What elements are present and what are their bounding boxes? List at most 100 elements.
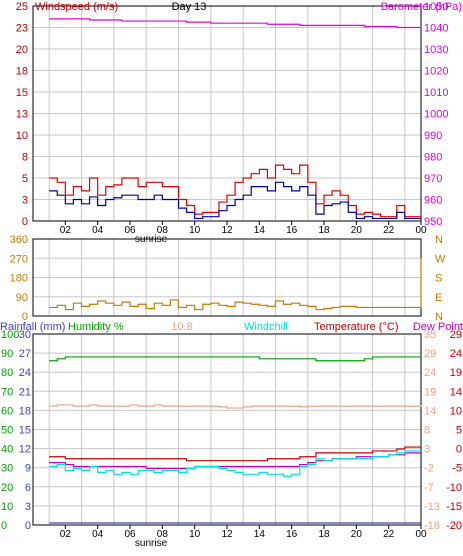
panel1-xtick-label: 04 <box>92 225 104 236</box>
temp-tick-label: 8 <box>424 425 430 437</box>
panel1-xtick-label: 06 <box>124 225 136 236</box>
windchill-series-line <box>49 450 421 477</box>
barometer-tick-label: 960 <box>424 195 442 207</box>
humidity-tick-label: 80 <box>1 367 13 379</box>
compass-tick-label: E <box>435 292 442 304</box>
rainfall-tick-label: 12 <box>19 444 31 456</box>
panel1-xtick-label: 12 <box>221 225 233 236</box>
barometer-tick-label: 1020 <box>424 66 448 78</box>
dewpoint-series-line <box>49 452 421 470</box>
barometer-axis-title: Barometer (hPa) <box>381 1 462 13</box>
temp-tick-label: 24 <box>424 367 436 379</box>
direction-series-line <box>49 258 422 311</box>
direction-tick-label: 360 <box>10 234 28 246</box>
temp-alt-tick-label: -15 <box>446 501 462 513</box>
windspeed-tick-label: 23 <box>16 23 28 35</box>
temp-alt-tick-label: 0 <box>456 444 462 456</box>
humidity-tick-label: 40 <box>1 444 13 456</box>
temp-tick-label: -13 <box>424 501 440 513</box>
temp-alt-tick-label: -10 <box>446 482 462 494</box>
barometer-tick-label: 950 <box>424 216 442 228</box>
panel1-xtick-label: 22 <box>383 225 395 236</box>
windspeed-tick-label: 3 <box>22 195 28 207</box>
humidity-tick-label: 60 <box>1 405 13 417</box>
humidity-tick-label: 30 <box>1 463 13 475</box>
windspeed-tick-label: 10 <box>16 130 28 142</box>
humidity-tick-label: 0 <box>1 520 7 532</box>
temperature-legend-label: Temperature (°C) <box>314 321 398 333</box>
windspeed-tick-label: 18 <box>16 66 28 78</box>
barometer-tick-label: 980 <box>424 152 442 164</box>
windspeed-tick-label: 15 <box>16 87 28 99</box>
compass-tick-label: N <box>435 311 443 323</box>
humidity-tick-label: 50 <box>1 425 13 437</box>
compass-tick-label: N <box>435 234 443 246</box>
gust-series-line <box>49 164 421 218</box>
compass-tick-label: W <box>435 253 446 265</box>
rainfall-tick-label: 9 <box>25 463 31 475</box>
rainfall-tick-label: 18 <box>19 405 31 417</box>
panel1-xtick-label: 14 <box>254 225 266 236</box>
panel1-xtick-label: 16 <box>286 225 298 236</box>
rainfall-tick-label: 30 <box>19 329 31 341</box>
temp-tick-label: 19 <box>424 386 436 398</box>
temp-alt-tick-label: -5 <box>452 463 462 475</box>
panel3-xtick-label: 18 <box>318 529 330 540</box>
windspeed-tick-label: 0 <box>22 216 28 228</box>
windspeed-tick-label: 8 <box>22 152 28 164</box>
temp-tick-label: -2 <box>424 463 434 475</box>
temp-tick-label: -18 <box>424 520 440 532</box>
panel1-xtick-label: 08 <box>157 225 169 236</box>
windspeed-tick-label: 20 <box>16 44 28 56</box>
temp-tick-label: -7 <box>424 482 434 494</box>
barometer-tick-label: 1030 <box>424 44 448 56</box>
humidity-tick-label: 100 <box>1 329 19 341</box>
humidity-legend-label: Humidity % <box>68 321 124 333</box>
temp-tick-label: 35 <box>424 329 436 341</box>
sunrise-label-bottom: sunrise <box>135 538 168 549</box>
panel1-xtick-label: 10 <box>189 225 201 236</box>
windspeed-tick-label: 5 <box>22 173 28 185</box>
rainfall-tick-label: 15 <box>19 425 31 437</box>
humidity-series-line <box>49 356 421 362</box>
panel1-xtick-label: 00 <box>415 225 427 236</box>
barometer-tick-label: 970 <box>424 173 442 185</box>
direction-tick-label: 180 <box>10 273 28 285</box>
current-temp-series-line <box>49 404 422 409</box>
current-temp-legend-label: 10.8 <box>171 321 192 333</box>
panel1-xtick-label: 20 <box>351 225 363 236</box>
rainfall-tick-label: 27 <box>19 348 31 360</box>
dewpoint-legend-label: Dew Point <box>413 321 463 333</box>
temp-alt-tick-label: 24 <box>450 348 462 360</box>
direction-tick-label: 0 <box>22 311 28 323</box>
rainfall-tick-label: 21 <box>19 386 31 398</box>
temp-alt-tick-label: 10 <box>450 405 462 417</box>
temp-alt-tick-label: 29 <box>450 329 462 341</box>
rainfall-tick-label: 6 <box>25 482 31 494</box>
chart-day-title: Day 13 <box>172 1 207 13</box>
windspeed-series-line <box>49 181 421 220</box>
temp-tick-label: 14 <box>424 405 436 417</box>
barometer-tick-label: 1010 <box>424 87 448 99</box>
humidity-tick-label: 70 <box>1 386 13 398</box>
temperature-series-line <box>49 446 421 462</box>
panel3-xtick-label: 20 <box>351 529 363 540</box>
panel3-xtick-label: 22 <box>383 529 395 540</box>
panel3-xtick-label: 04 <box>92 529 104 540</box>
rainfall-tick-label: 0 <box>25 520 31 532</box>
windspeed-axis-title: Windspeed (m/s) <box>35 1 118 13</box>
panel3-xtick-label: 02 <box>60 529 72 540</box>
temp-alt-tick-label: -20 <box>446 520 462 532</box>
windspeed-tick-label: 13 <box>16 109 28 121</box>
humidity-tick-label: 10 <box>1 501 13 513</box>
temp-alt-tick-label: 5 <box>456 425 462 437</box>
direction-tick-label: 90 <box>16 292 28 304</box>
panel3-xtick-label: 08 <box>157 529 169 540</box>
panel3-xtick-label: 06 <box>124 529 136 540</box>
barometer-tick-label: 1000 <box>424 109 448 121</box>
temp-tick-label: 29 <box>424 348 436 360</box>
panel3-xtick-label: 10 <box>189 529 201 540</box>
temp-alt-tick-label: 14 <box>450 386 462 398</box>
panel3-xtick-label: 16 <box>286 529 298 540</box>
